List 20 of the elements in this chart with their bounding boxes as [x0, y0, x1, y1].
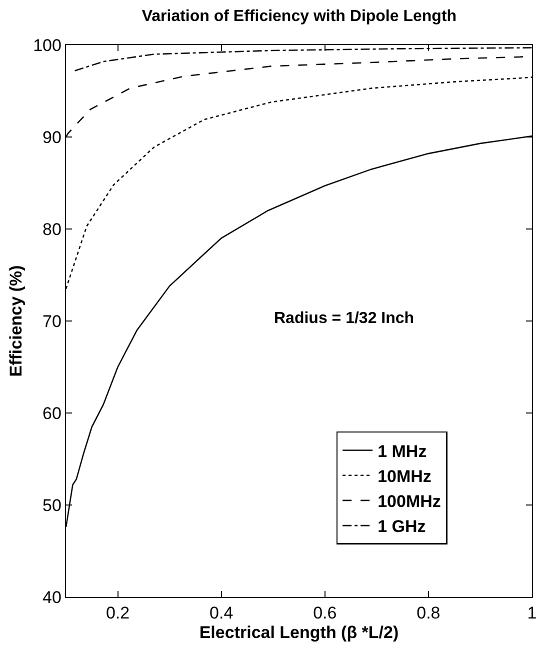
x-tick-label: 0.8: [416, 604, 440, 623]
y-tick-label: 40: [42, 588, 62, 607]
annotation: Radius = 1/32 Inch: [274, 310, 414, 327]
y-tick-label: 50: [42, 496, 62, 515]
y-tick-label: 70: [42, 312, 62, 331]
y-tick-label: 60: [42, 404, 62, 423]
x-tick-label: 0.4: [210, 604, 234, 623]
x-tick-label: 0.6: [313, 604, 337, 623]
x-tick-label: 1: [527, 604, 537, 623]
legend-label: 100MHz: [378, 492, 441, 512]
legend-label: 1 MHz: [378, 442, 427, 461]
legend-label: 1 GHz: [378, 517, 426, 536]
chart-title: Variation of Efficiency with Dipole Length: [142, 8, 457, 26]
x-axis-title: Electrical Length (β *L/2): [199, 622, 399, 642]
y-tick-label: 90: [42, 128, 62, 147]
y-axis-title: Efficiency (%): [6, 265, 26, 377]
y-tick-label: 80: [42, 220, 62, 239]
x-tick-label: 0.2: [106, 604, 130, 623]
y-tick-label: 100: [33, 36, 62, 55]
legend-label: 10MHz: [378, 466, 432, 486]
